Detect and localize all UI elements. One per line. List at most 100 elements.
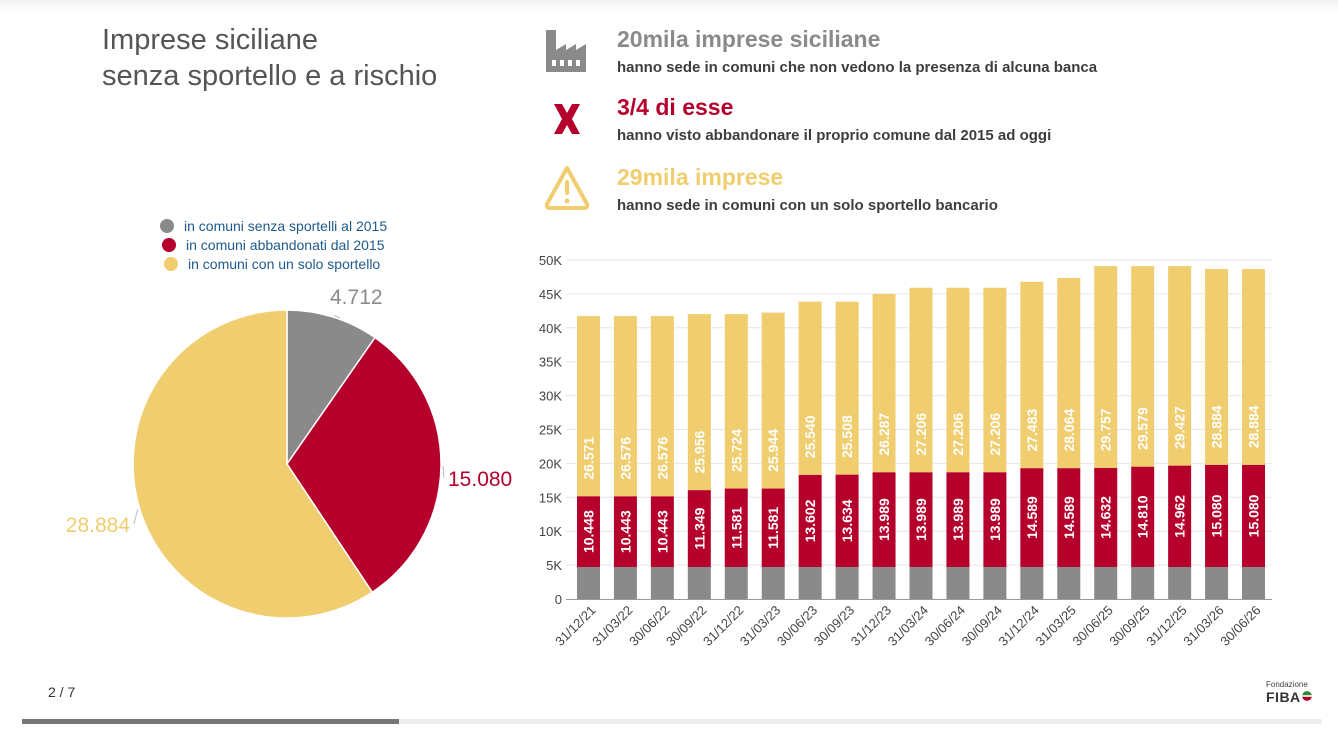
bar-segment	[1094, 467, 1118, 568]
bar-segment	[613, 567, 637, 599]
y-tick-label: 10K	[539, 524, 562, 539]
bar-value-label: 25.944	[765, 429, 781, 472]
pie-value-label: 15.080	[448, 468, 512, 491]
bar-value-label: 26.287	[876, 413, 892, 456]
bar-value-label: 11.349	[691, 507, 707, 549]
bar-value-label: 29.757	[1098, 408, 1114, 451]
stat-text: hanno sede in comuni con un solo sportel…	[617, 197, 998, 214]
page-title: Imprese siciliane senza sportello e a ri…	[102, 22, 437, 94]
bar-segment	[1057, 277, 1081, 469]
pie-value-label: 4.712	[330, 286, 383, 309]
title-line-1: Imprese siciliane	[102, 24, 318, 56]
bar-value-label: 13.989	[913, 498, 929, 541]
legend-item: in comuni abbandonati dal 2015	[158, 235, 387, 254]
bar-segment	[798, 301, 822, 475]
factory-icon	[546, 30, 586, 72]
bar-value-label: 14.589	[1024, 496, 1040, 539]
bar-segment	[1057, 468, 1081, 568]
progress-track[interactable]	[22, 719, 1322, 724]
stat-text: hanno sede in comuni che non vedono la p…	[617, 59, 1098, 76]
bar-segment	[613, 496, 637, 568]
y-tick-label: 5K	[546, 558, 562, 573]
bar-segment	[946, 472, 970, 568]
bar-segment	[761, 567, 785, 599]
y-tick-label: 0	[555, 592, 562, 607]
pie-chart: 4.712 15.080 28.884	[66, 286, 512, 619]
y-tick-label: 30K	[539, 389, 562, 404]
bar-value-label: 14.810	[1135, 495, 1151, 538]
bar-value-label: 29.579	[1135, 407, 1151, 450]
y-tick-label: 35K	[539, 355, 562, 370]
bar-segment	[835, 567, 859, 599]
bar-segment	[724, 567, 748, 599]
bar-segment	[909, 472, 933, 568]
bar-value-label: 13.989	[987, 498, 1003, 541]
bar-segment	[1094, 266, 1118, 468]
stat-single-branch: 29mila imprese hanno sede in comuni con …	[542, 164, 1322, 224]
bar-value-label: 13.989	[950, 498, 966, 541]
bar-value-label: 11.581	[728, 507, 744, 549]
bar-segment	[687, 490, 711, 568]
bar-segment	[576, 496, 600, 568]
bar-segment	[1242, 268, 1266, 465]
bar-segment	[1242, 567, 1266, 599]
bar-value-label: 25.540	[802, 415, 818, 458]
bar-value-label: 10.448	[580, 510, 596, 553]
pie-slice	[132, 309, 374, 619]
bar-segment	[1131, 567, 1155, 599]
bar-segment	[872, 472, 896, 568]
bar-segment	[1168, 465, 1192, 568]
bar-value-label: 28.884	[1209, 405, 1225, 448]
bar-segment	[983, 287, 1007, 473]
bar-value-label: 27.206	[987, 413, 1003, 456]
pie-legend: in comuni senza sportelli al 2015 in com…	[158, 216, 387, 273]
bar-segment	[761, 488, 785, 568]
bar-value-label: 27.206	[950, 413, 966, 456]
bar-value-label: 14.589	[1061, 496, 1077, 539]
logo-small-text: Fondazione	[1266, 680, 1308, 689]
bar-segment	[1057, 567, 1081, 599]
bar-segment	[1131, 466, 1155, 568]
bar-segment	[909, 287, 933, 473]
bar-segment	[1168, 266, 1192, 466]
bar-value-label: 29.427	[1172, 406, 1188, 449]
bar-segment	[650, 567, 674, 599]
cross-icon	[554, 104, 580, 134]
bar-value-label: 13.602	[802, 499, 818, 542]
legend-swatch	[162, 237, 176, 252]
legend-label: in comuni con un solo sportello	[188, 255, 381, 272]
bar-value-label: 14.962	[1172, 495, 1188, 538]
bar-segment	[909, 567, 933, 599]
bar-segment	[724, 488, 748, 568]
bar-value-label: 26.576	[654, 437, 670, 480]
bar-value-label: 28.884	[1246, 405, 1262, 448]
legend-label: in comuni senza sportelli al 2015	[184, 217, 388, 234]
bar-segment	[872, 293, 896, 473]
bar-segment	[835, 474, 859, 568]
stat-headline: 20mila imprese siciliane	[617, 26, 881, 52]
bar-value-label: 25.956	[691, 430, 707, 473]
logo-big-text: FIBA	[1266, 689, 1301, 705]
bar-segment	[1205, 268, 1229, 465]
stat-text: hanno visto abbandonare il proprio comun…	[617, 127, 1052, 144]
fiba-logo: Fondazione FIBA	[1266, 680, 1326, 705]
y-tick-label: 40K	[539, 321, 562, 336]
legend-item: in comuni senza sportelli al 2015	[158, 216, 387, 235]
bar-segment	[687, 567, 711, 599]
bar-value-label: 15.080	[1246, 494, 1262, 537]
bar-segment	[1131, 266, 1155, 467]
bar-value-label: 28.064	[1061, 409, 1077, 452]
stat-headline: 3/4 di esse	[617, 94, 734, 120]
top-strip	[0, 0, 1338, 14]
logo-mark-icon	[1302, 691, 1312, 701]
bar-value-label: 25.724	[728, 429, 744, 472]
stat-abandoned: 3/4 di esse hanno visto abbandonare il p…	[542, 94, 1322, 154]
pie-leader-line	[442, 465, 445, 479]
bar-segment	[983, 472, 1007, 568]
bar-segment	[1205, 567, 1229, 599]
y-tick-label: 50K	[539, 253, 562, 268]
bar-segment	[650, 496, 674, 568]
bar-segment	[835, 301, 859, 475]
y-tick-label: 20K	[539, 456, 562, 471]
y-tick-label: 15K	[539, 490, 562, 505]
